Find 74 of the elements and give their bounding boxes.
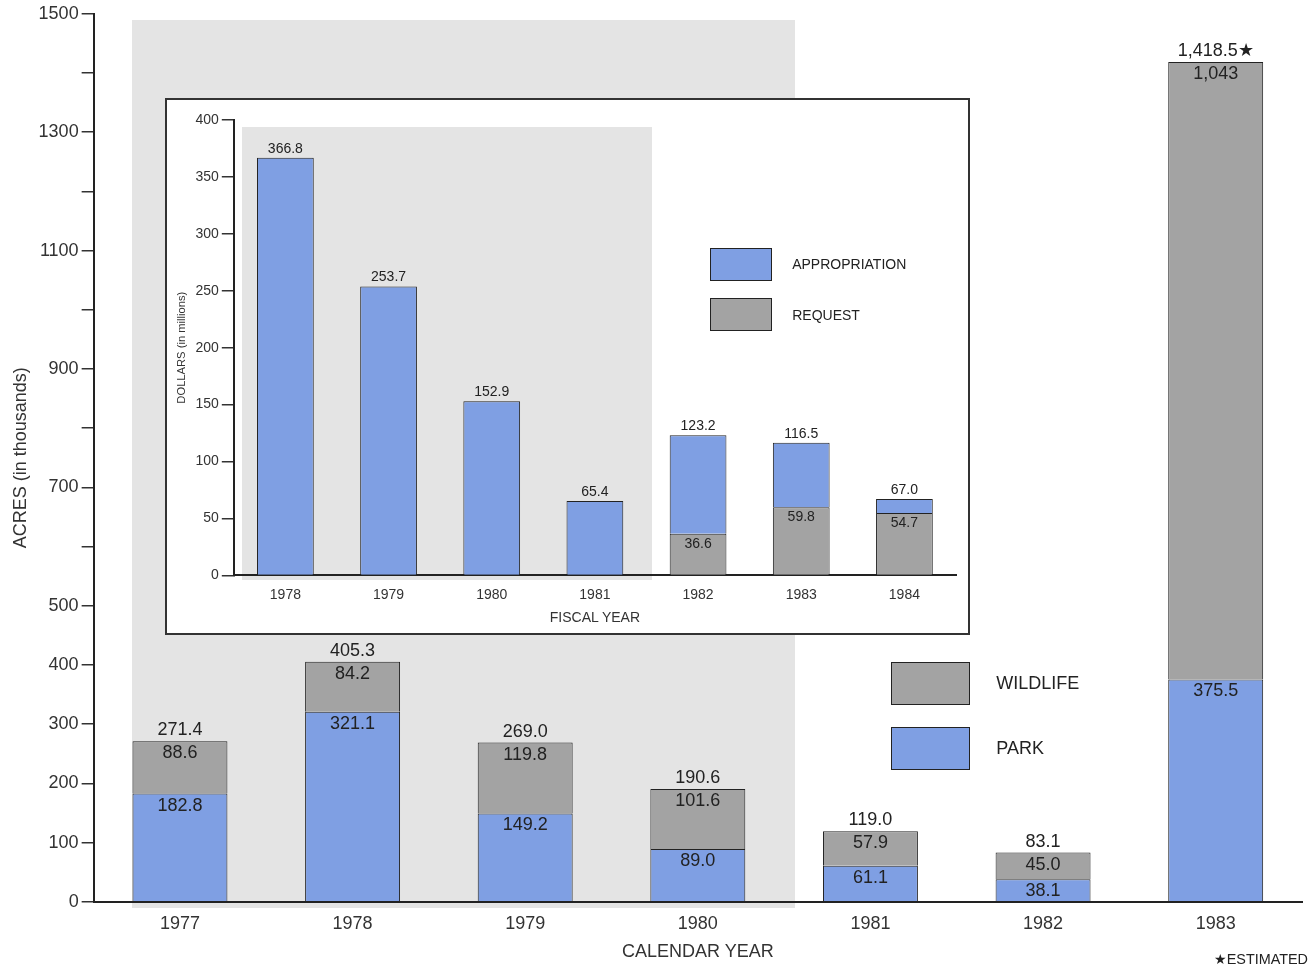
total-label: 366.8	[267, 139, 304, 156]
data-label: 84.2	[335, 662, 371, 683]
x-tick-label: 1981	[850, 912, 891, 933]
total-label: 119.0	[848, 809, 893, 830]
y-tick-label: 0	[211, 566, 219, 583]
x-tick-label: 1982	[682, 585, 714, 602]
total-label: 405.3	[330, 639, 376, 660]
legend-label: PARK	[996, 737, 1044, 759]
total-label: 65.4	[581, 482, 609, 499]
y-tick-label: 400	[195, 110, 220, 127]
x-tick-label: 1983	[785, 585, 818, 602]
y-tick-label: 200	[48, 772, 79, 793]
y-tick-label: 100	[195, 452, 220, 469]
y-axis-title: ACRES (in thousands)	[9, 367, 30, 549]
legend-label: APPROPRIATION	[792, 256, 907, 273]
y-tick-label: 900	[48, 357, 79, 378]
y-tick-label: 1300	[38, 121, 79, 142]
data-label: 59.8	[787, 508, 816, 525]
data-label: 36.6	[684, 534, 712, 551]
data-label: 89.0	[680, 850, 716, 871]
y-tick-label: 150	[195, 395, 220, 412]
text: ★ESTIMATED	[1213, 950, 1308, 967]
y-tick-label: 400	[48, 653, 79, 674]
y-tick-label: 1500	[38, 2, 79, 23]
total-label: 83.1	[1025, 830, 1061, 851]
y-axis-title: DOLLARS (in millions)	[174, 291, 187, 404]
data-label: 38.1	[1025, 880, 1061, 901]
x-tick-label: 1978	[269, 585, 302, 602]
x-tick-label: 1979	[372, 585, 405, 602]
y-tick-label: 300	[195, 224, 220, 241]
x-tick-label: 1978	[332, 912, 373, 933]
y-tick-label: 500	[48, 594, 79, 615]
y-tick-label: 200	[195, 338, 220, 355]
data-label: 119.8	[503, 743, 548, 764]
x-tick-label: 1983	[1195, 912, 1236, 933]
y-tick-label: 350	[195, 167, 220, 184]
data-label: 321.1	[330, 712, 376, 733]
x-tick-label: 1982	[1023, 912, 1064, 933]
x-tick-label: 1981	[579, 585, 611, 602]
x-tick-label: 1984	[888, 585, 921, 602]
data-label: 88.6	[162, 742, 198, 763]
y-tick-label: 250	[195, 281, 220, 298]
total-label: 152.9	[474, 383, 510, 400]
total-label: 271.4	[157, 719, 203, 740]
data-label: 101.6	[675, 789, 721, 810]
x-axis-title: FISCAL YEAR	[549, 609, 641, 626]
data-label: 57.9	[852, 832, 888, 853]
total-label: 67.0	[890, 480, 919, 497]
total-label: 1,418.5★	[1177, 40, 1254, 61]
x-tick-label: 1979	[505, 912, 546, 933]
data-label: 149.2	[502, 814, 548, 835]
y-tick-label: 300	[48, 713, 79, 734]
legend-label: WILDLIFE	[996, 673, 1080, 695]
total-label: 123.2	[680, 417, 716, 433]
y-tick-label: 700	[48, 476, 79, 497]
total-label: 116.5	[784, 424, 819, 441]
x-tick-label: 1980	[677, 912, 718, 933]
legend-label: REQUEST	[792, 306, 860, 323]
data-label: 1,043	[1193, 63, 1239, 84]
y-tick-label: 0	[68, 890, 79, 911]
x-axis-title: CALENDAR YEAR	[621, 941, 774, 962]
data-label: 375.5	[1193, 680, 1239, 701]
data-label: 45.0	[1025, 853, 1061, 874]
x-tick-label: 1977	[159, 912, 200, 933]
y-tick-label: 1100	[39, 239, 79, 260]
y-tick-label: 50	[203, 509, 220, 526]
data-label: 182.8	[157, 794, 203, 815]
data-label: 61.1	[852, 866, 888, 887]
total-label: 190.6	[675, 766, 721, 787]
total-label: 269.0	[502, 720, 548, 741]
total-label: 253.7	[371, 268, 407, 285]
data-label: 54.7	[890, 513, 919, 530]
x-tick-label: 1980	[476, 585, 508, 602]
y-tick-label: 100	[48, 831, 79, 852]
